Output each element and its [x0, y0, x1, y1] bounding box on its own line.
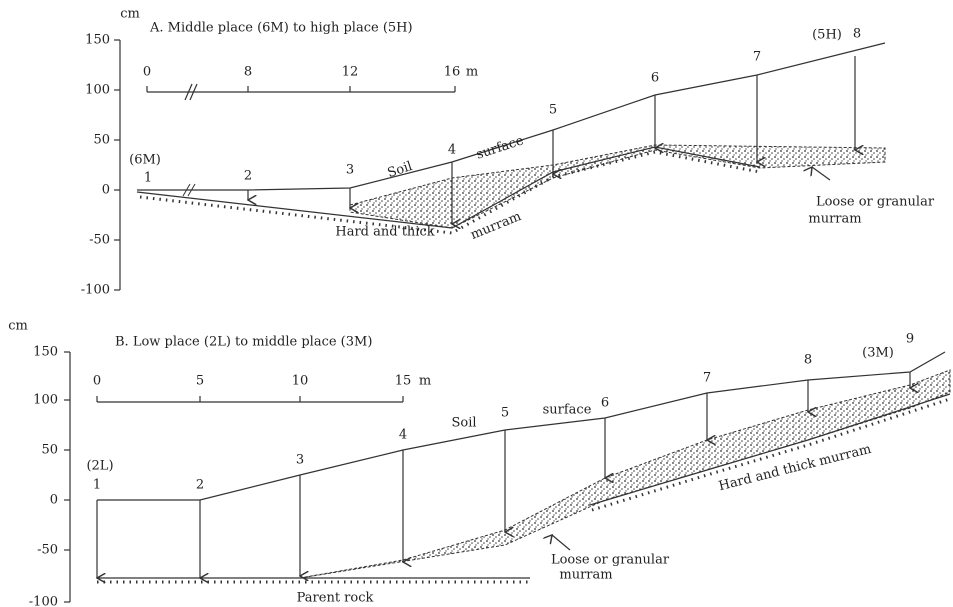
point-label: 4 [448, 143, 456, 158]
place-label: (3M) [862, 346, 894, 361]
scale-label: 0 [143, 65, 151, 80]
panel-title: A. Middle place (6M) to high place (5H) [149, 21, 413, 36]
layer-label: murram [559, 568, 612, 583]
loose-murram [350, 145, 885, 228]
point-label: 9 [906, 332, 914, 347]
y-tick-label: 150 [85, 33, 110, 48]
point-label: 2 [196, 478, 204, 493]
place-label: (2L) [86, 459, 113, 474]
point-label: 5 [549, 103, 557, 118]
scale-label: 10 [292, 374, 309, 389]
scale-label: 12 [342, 65, 359, 80]
layer-label: murram [808, 212, 861, 227]
y-tick-label: 100 [85, 83, 110, 98]
scale-unit: m [466, 65, 478, 80]
surface-label: surface [543, 403, 592, 418]
scale-label: 8 [244, 65, 252, 80]
layer-label: Hard and thick [335, 225, 434, 240]
layer-label: Loose or granular [816, 195, 935, 210]
place-label: (5H) [812, 28, 842, 43]
point-label: 2 [244, 169, 252, 184]
loose-murram [300, 370, 950, 578]
layer-label: Loose or granular [551, 553, 670, 568]
point-label: 6 [651, 71, 659, 86]
y-ticks [64, 352, 70, 602]
y-tick-label: -100 [29, 595, 58, 607]
point-label: 8 [853, 27, 861, 42]
label-arrow [552, 535, 570, 550]
place-label: (6M) [129, 153, 161, 168]
scale-bar [147, 84, 455, 100]
point-label: 1 [144, 171, 152, 186]
surface-label: Soil [451, 416, 476, 431]
point-label: 3 [296, 453, 304, 468]
point-label: 1 [93, 478, 101, 493]
y-tick-label: 0 [50, 493, 58, 508]
surface-label: surface [474, 133, 525, 162]
y-tick-label: -50 [37, 543, 58, 558]
point-label: 5 [501, 406, 509, 421]
panel-a [114, 40, 885, 290]
panel-title: B. Low place (2L) to middle place (3M) [115, 335, 372, 350]
hatching [592, 399, 950, 510]
layer-label: Parent rock [297, 591, 374, 606]
y-tick-label: 100 [33, 393, 58, 408]
point-label: 4 [399, 428, 407, 443]
label-arrow [812, 167, 830, 180]
point-label: 3 [346, 163, 354, 178]
scale-label: 5 [196, 374, 204, 389]
point-label: 6 [601, 396, 609, 411]
point-label: 7 [753, 50, 761, 65]
figure: A. Middle place (6M) to high place (5H) c… [0, 0, 953, 607]
point-label: 8 [804, 353, 812, 368]
y-tick-label: 50 [41, 443, 58, 458]
y-tick-label: -50 [89, 233, 110, 248]
y-tick-label: 50 [93, 133, 110, 148]
depth-arrows [248, 56, 855, 224]
axis-unit: cm [120, 7, 140, 22]
y-tick-label: -100 [81, 283, 110, 298]
axis-unit: cm [8, 319, 28, 334]
y-ticks [114, 40, 120, 290]
scale-label: 16 [444, 65, 461, 80]
scale-bar [97, 396, 403, 402]
point-label: 7 [703, 371, 711, 386]
scale-unit: m [419, 374, 431, 389]
y-tick-label: 150 [33, 345, 58, 360]
scale-label: 15 [395, 374, 412, 389]
scale-label: 0 [93, 374, 101, 389]
y-tick-label: 0 [102, 183, 110, 198]
surface-label: Soil [386, 159, 414, 181]
